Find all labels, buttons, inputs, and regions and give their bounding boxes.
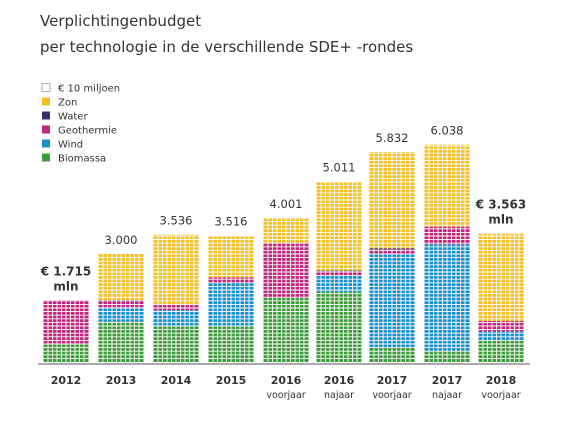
bar-total-label: 3.536 [160,214,193,228]
bar-cell-grid [98,254,144,362]
x-tick-sublabel: voorjaar [481,390,520,401]
bar-total-label: 3.516 [215,214,248,228]
bar-total-label: € 1.715 [40,264,91,278]
legend-wind-label: Wind [58,140,83,151]
bar-cell-grid [478,233,524,362]
x-tick-sublabel: najaar [432,390,462,401]
legend-water-swatch [42,111,50,120]
x-tick-label: 2015 [216,374,247,387]
legend-unit-label: € 10 miljoen [58,84,120,95]
x-tick-label: 2014 [161,374,192,387]
legend-geothermie-swatch [42,125,50,134]
x-tick-label: 2017 [377,374,408,387]
bar-total-label: 3.000 [105,233,138,247]
x-tick-label: 2016 [324,374,355,387]
x-tick-sublabel: voorjaar [372,390,411,401]
bar-cell-grid [43,300,89,362]
legend-zon-label: Zon [58,98,77,109]
bar-total-label: mln [53,279,78,293]
legend-biomassa-label: Biomassa [58,154,106,165]
x-tick-label: 2017 [432,374,463,387]
bar-total-label: 6.038 [431,124,464,138]
x-tick-label: 2016 [271,374,302,387]
bar-total-label: 4.001 [270,197,303,211]
bar-cell-grid [263,217,309,362]
legend-biomassa-swatch [42,153,50,162]
bar-total-label: 5.011 [323,161,356,175]
x-tick-sublabel: voorjaar [266,390,305,401]
bar-cell-grid [208,235,254,362]
bar-total-label: € 3.563 [475,198,526,212]
legend-wind-swatch [42,139,50,148]
bar-total-label: 5.832 [376,131,409,145]
legend-unit-swatch [41,83,51,92]
x-tick-label: 2012 [51,374,82,387]
bar-cell-grid [369,152,415,362]
bars [43,144,524,362]
bar-cell-grid [316,181,362,362]
legend-geothermie-label: Geothermie [58,126,117,137]
x-tick-sublabel: najaar [324,390,354,401]
bar-cell-grid [424,144,470,362]
legend: € 10 miljoen Zon Water Geothermie Wind Biomas… [41,83,120,165]
x-tick-label: 2013 [106,374,137,387]
chart-subtitle: per technologie in de verschillende SDE+… [40,38,413,56]
bar-cell-grid [153,234,199,362]
legend-water-label: Water [58,112,88,123]
x-axis: 2012 2013 2014 2015 2016 voorjaar 2016 najaar 20… [38,363,530,401]
chart-title: Verplichtingenbudget [40,12,201,30]
x-tick-label: 2018 [486,374,517,387]
bar-total-label: mln [488,213,513,227]
legend-zon-swatch [42,97,50,106]
